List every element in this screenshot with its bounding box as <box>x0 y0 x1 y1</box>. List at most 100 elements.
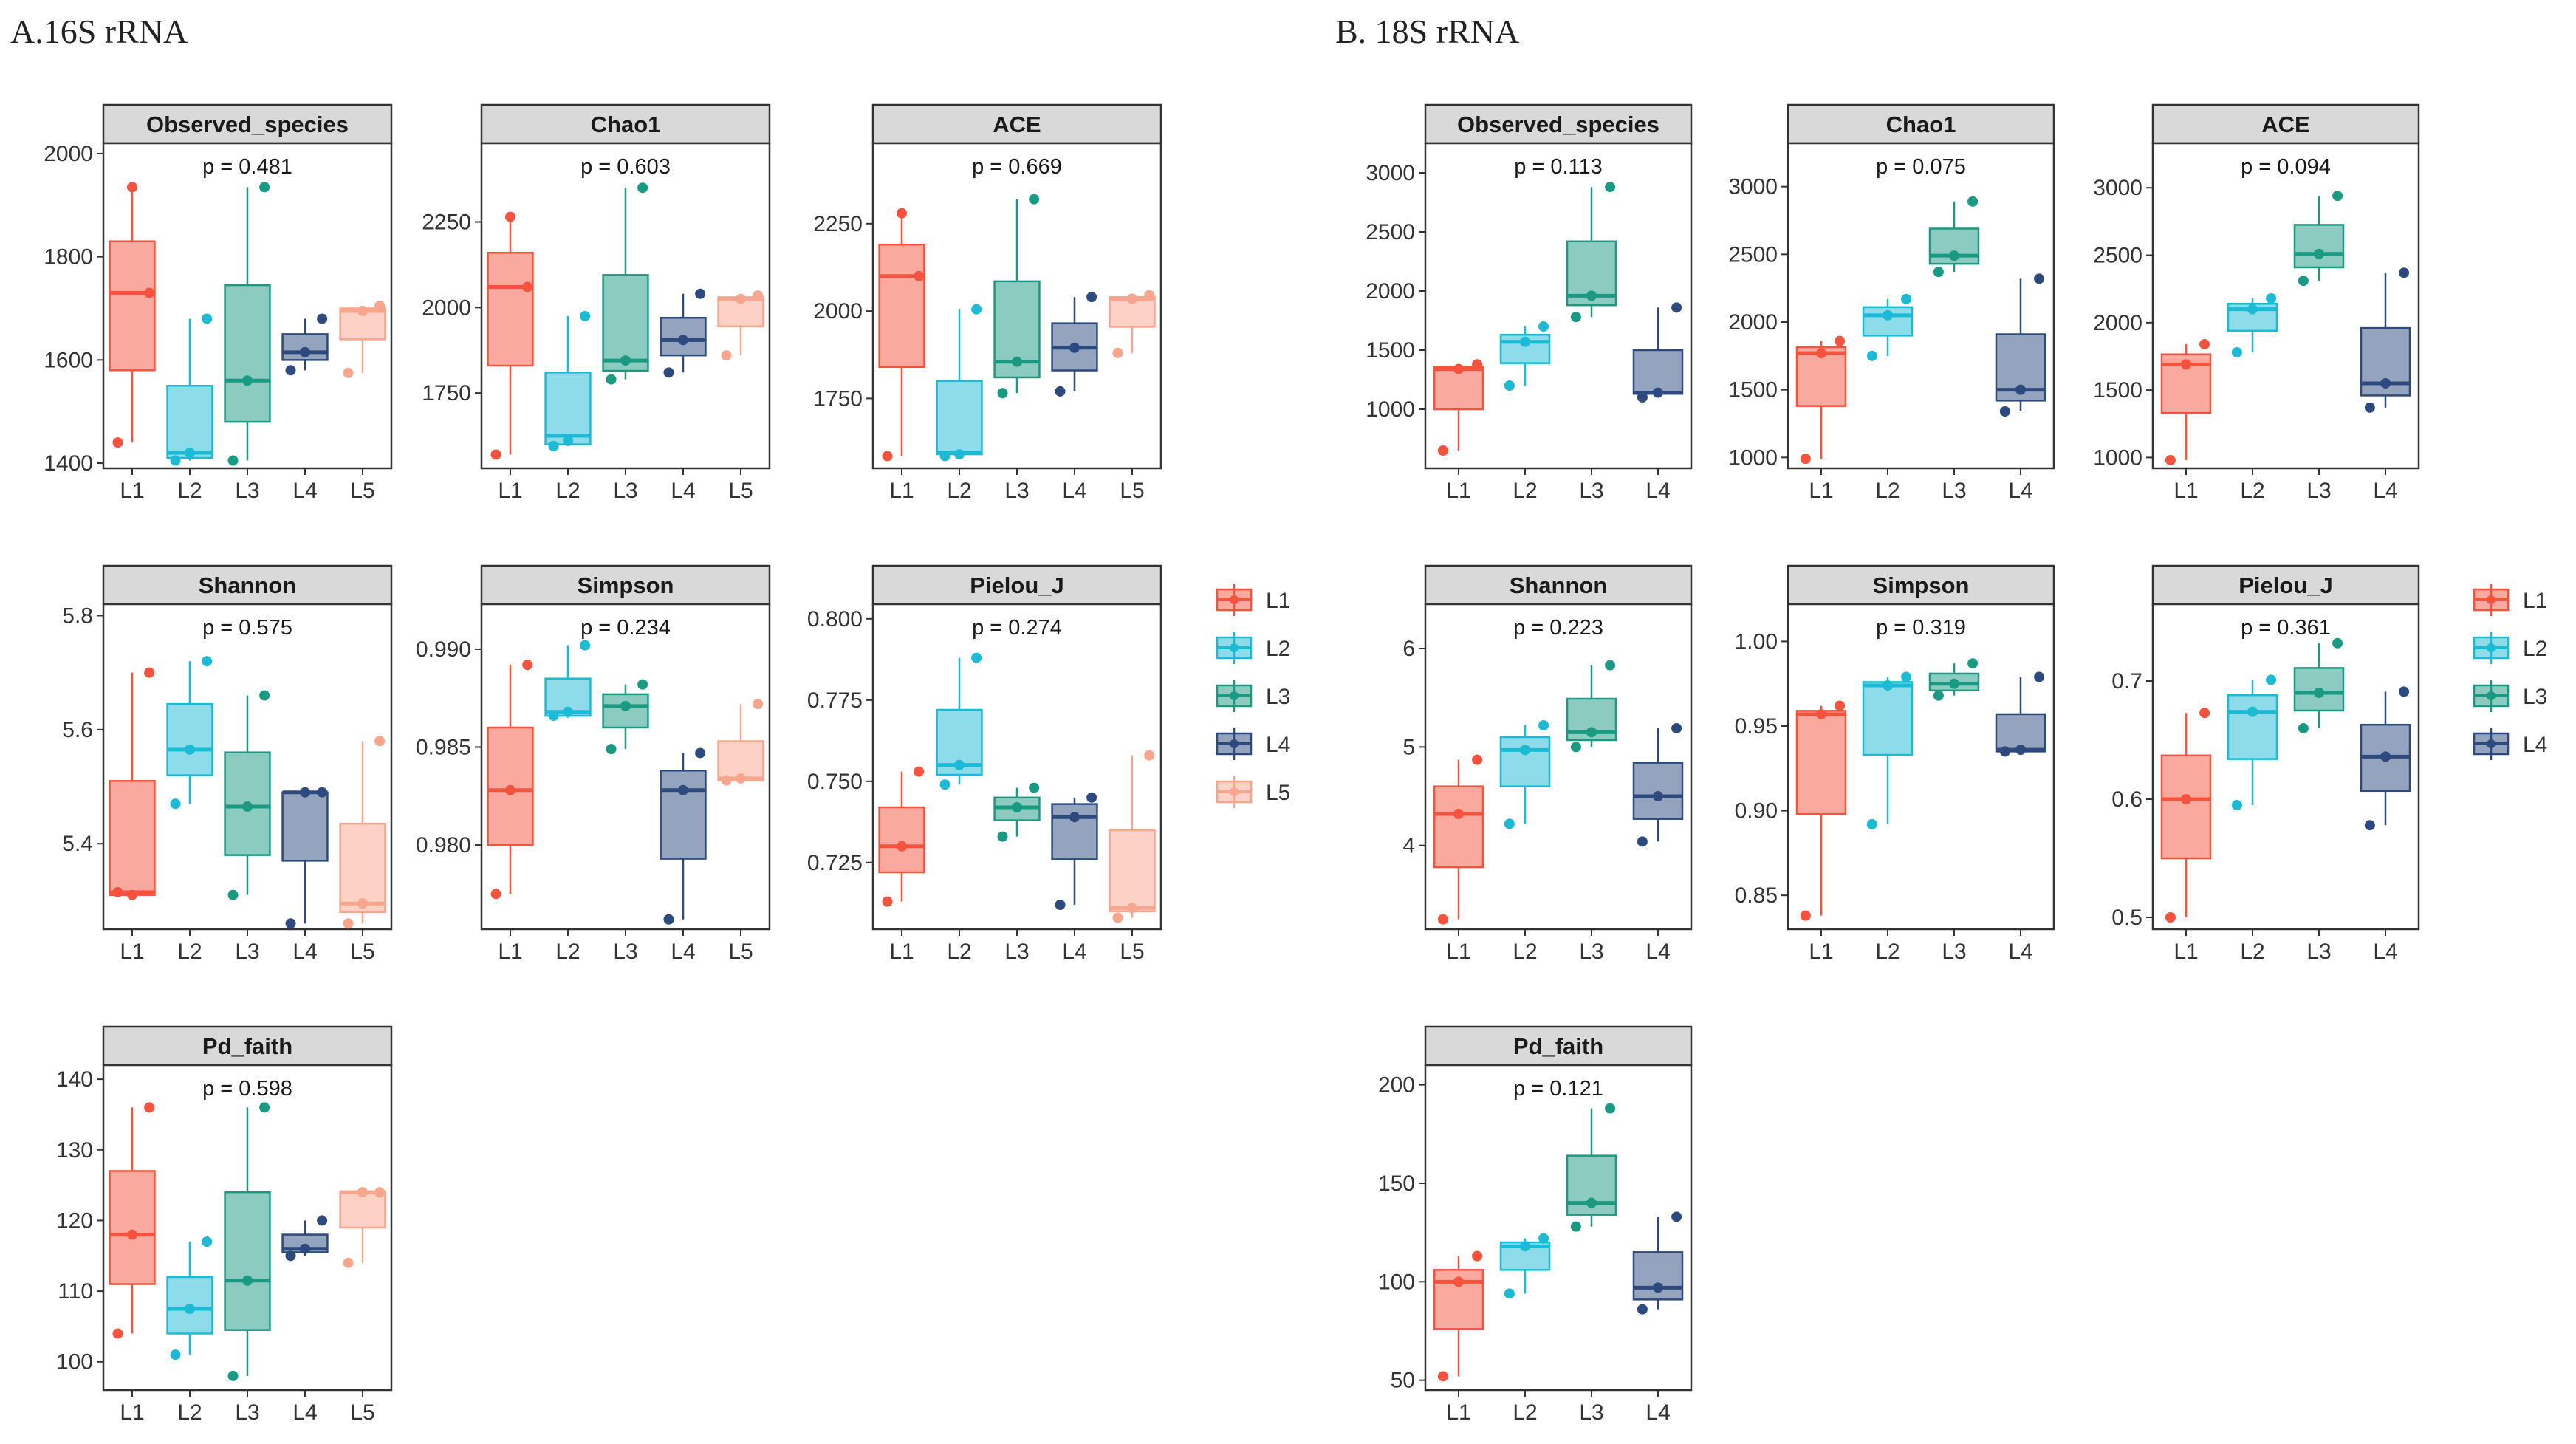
data-point <box>1866 350 1877 361</box>
box-l3 <box>1566 660 1617 753</box>
box-l5 <box>1109 750 1156 923</box>
y-tick-label: 5.4 <box>62 832 93 856</box>
data-point <box>954 759 965 770</box>
x-tick-label: L4 <box>1062 479 1086 503</box>
box-l4 <box>2360 267 2411 413</box>
box-l3 <box>1928 196 1980 278</box>
x-tick-label: L5 <box>728 479 753 503</box>
legend-point <box>1230 787 1239 796</box>
data-point <box>1999 746 2010 757</box>
y-tick-label: 2250 <box>813 212 863 236</box>
facet-strip <box>1787 564 2055 606</box>
data-point <box>1967 658 1979 669</box>
data-point <box>2247 304 2258 315</box>
x-tick-label: L4 <box>1062 940 1086 964</box>
data-point <box>2380 751 2391 762</box>
facet-title: Simpson <box>1873 572 1970 598</box>
data-point <box>2332 637 2343 649</box>
data-point <box>2199 708 2210 719</box>
y-tick-label: 2000 <box>2093 311 2142 335</box>
y-tick-label: 1600 <box>44 348 93 372</box>
box-l4 <box>281 787 329 929</box>
data-point <box>1453 363 1464 374</box>
x-tick-label: L3 <box>235 1400 259 1425</box>
y-tick-label: 0.6 <box>2111 787 2142 812</box>
facet-strip <box>1424 1025 1693 1067</box>
box-iqr <box>166 702 213 776</box>
box-iqr <box>936 380 983 456</box>
box-l1 <box>878 208 925 462</box>
x-tick-label: L4 <box>292 1400 317 1425</box>
box-l2 <box>166 1236 213 1361</box>
data-point <box>170 1349 181 1361</box>
data-point <box>317 1215 328 1226</box>
data-point <box>620 700 631 711</box>
data-point <box>112 437 123 448</box>
box-iqr <box>1433 785 1484 869</box>
data-point <box>1086 292 1097 303</box>
x-tick-label: L1 <box>1446 940 1470 964</box>
x-tick-label: L2 <box>1875 479 1900 503</box>
y-tick-label: 1.00 <box>1735 629 1778 654</box>
box-l2 <box>166 656 213 810</box>
data-point <box>580 310 591 321</box>
x-tick-label: L3 <box>1004 940 1029 964</box>
data-point <box>1816 348 1826 359</box>
legend-key-l4: L4 <box>1216 728 1290 760</box>
box-l3 <box>602 679 649 755</box>
y-tick-label: 0.980 <box>416 833 471 858</box>
data-point <box>1127 293 1137 304</box>
y-tick-label: 1500 <box>1366 338 1415 363</box>
y-tick-label: 1000 <box>1728 445 1778 470</box>
box-l3 <box>224 182 271 466</box>
box-l4 <box>1051 792 1098 910</box>
data-point <box>2399 267 2410 278</box>
chart-a-chao1: Chao1 p = 0.603 1750 2000 2250 L1 L2 L3 L4 L5 <box>422 103 771 503</box>
x-tick-label: L1 <box>498 940 522 964</box>
data-point <box>505 784 515 795</box>
legend-key-l4: L4 <box>2473 728 2547 760</box>
data-point <box>753 699 764 710</box>
box-l4 <box>1632 302 1684 403</box>
legend-key-l2: L2 <box>1216 632 1290 664</box>
data-point <box>897 208 907 219</box>
facet-strip <box>1424 103 1693 145</box>
legend-label: L5 <box>1266 781 1290 805</box>
box-l2 <box>1499 1233 1551 1299</box>
data-point <box>317 313 328 324</box>
chart-a-shannon: Shannon p = 0.575 5.4 5.6 5.8 L1 L2 L3 L4 L5 <box>62 564 393 964</box>
data-point <box>606 374 617 385</box>
x-tick-label: L5 <box>1120 479 1144 503</box>
x-tick-label: L2 <box>177 1400 202 1425</box>
x-tick-label: L4 <box>671 479 695 503</box>
legend-key-l2: L2 <box>2473 632 2547 664</box>
data-point <box>202 313 213 324</box>
box-iqr <box>224 284 271 423</box>
box-l1 <box>109 1102 156 1339</box>
data-point <box>1570 312 1581 323</box>
x-tick-label: L2 <box>2240 479 2264 503</box>
x-tick-label: L3 <box>613 479 637 503</box>
box-iqr <box>1862 681 1914 756</box>
y-tick-label: 1400 <box>44 451 93 476</box>
data-point <box>678 784 688 795</box>
y-tick-label: 0.800 <box>807 607 863 632</box>
data-point <box>939 451 950 462</box>
data-point <box>343 367 354 378</box>
y-tick-label: 2000 <box>44 142 93 166</box>
data-point <box>678 335 688 346</box>
data-point <box>202 1236 213 1248</box>
x-tick-label: L2 <box>947 940 971 964</box>
x-tick-label: L4 <box>671 940 695 964</box>
x-tick-label: L5 <box>350 1400 374 1425</box>
data-point <box>1472 359 1483 370</box>
data-point <box>374 736 386 747</box>
legend-label: L4 <box>1266 733 1290 757</box>
y-tick-label: 5.6 <box>62 718 93 742</box>
section-title-a: A.16S rRNA <box>10 13 188 50</box>
facet-title: Shannon <box>1510 572 1608 598</box>
